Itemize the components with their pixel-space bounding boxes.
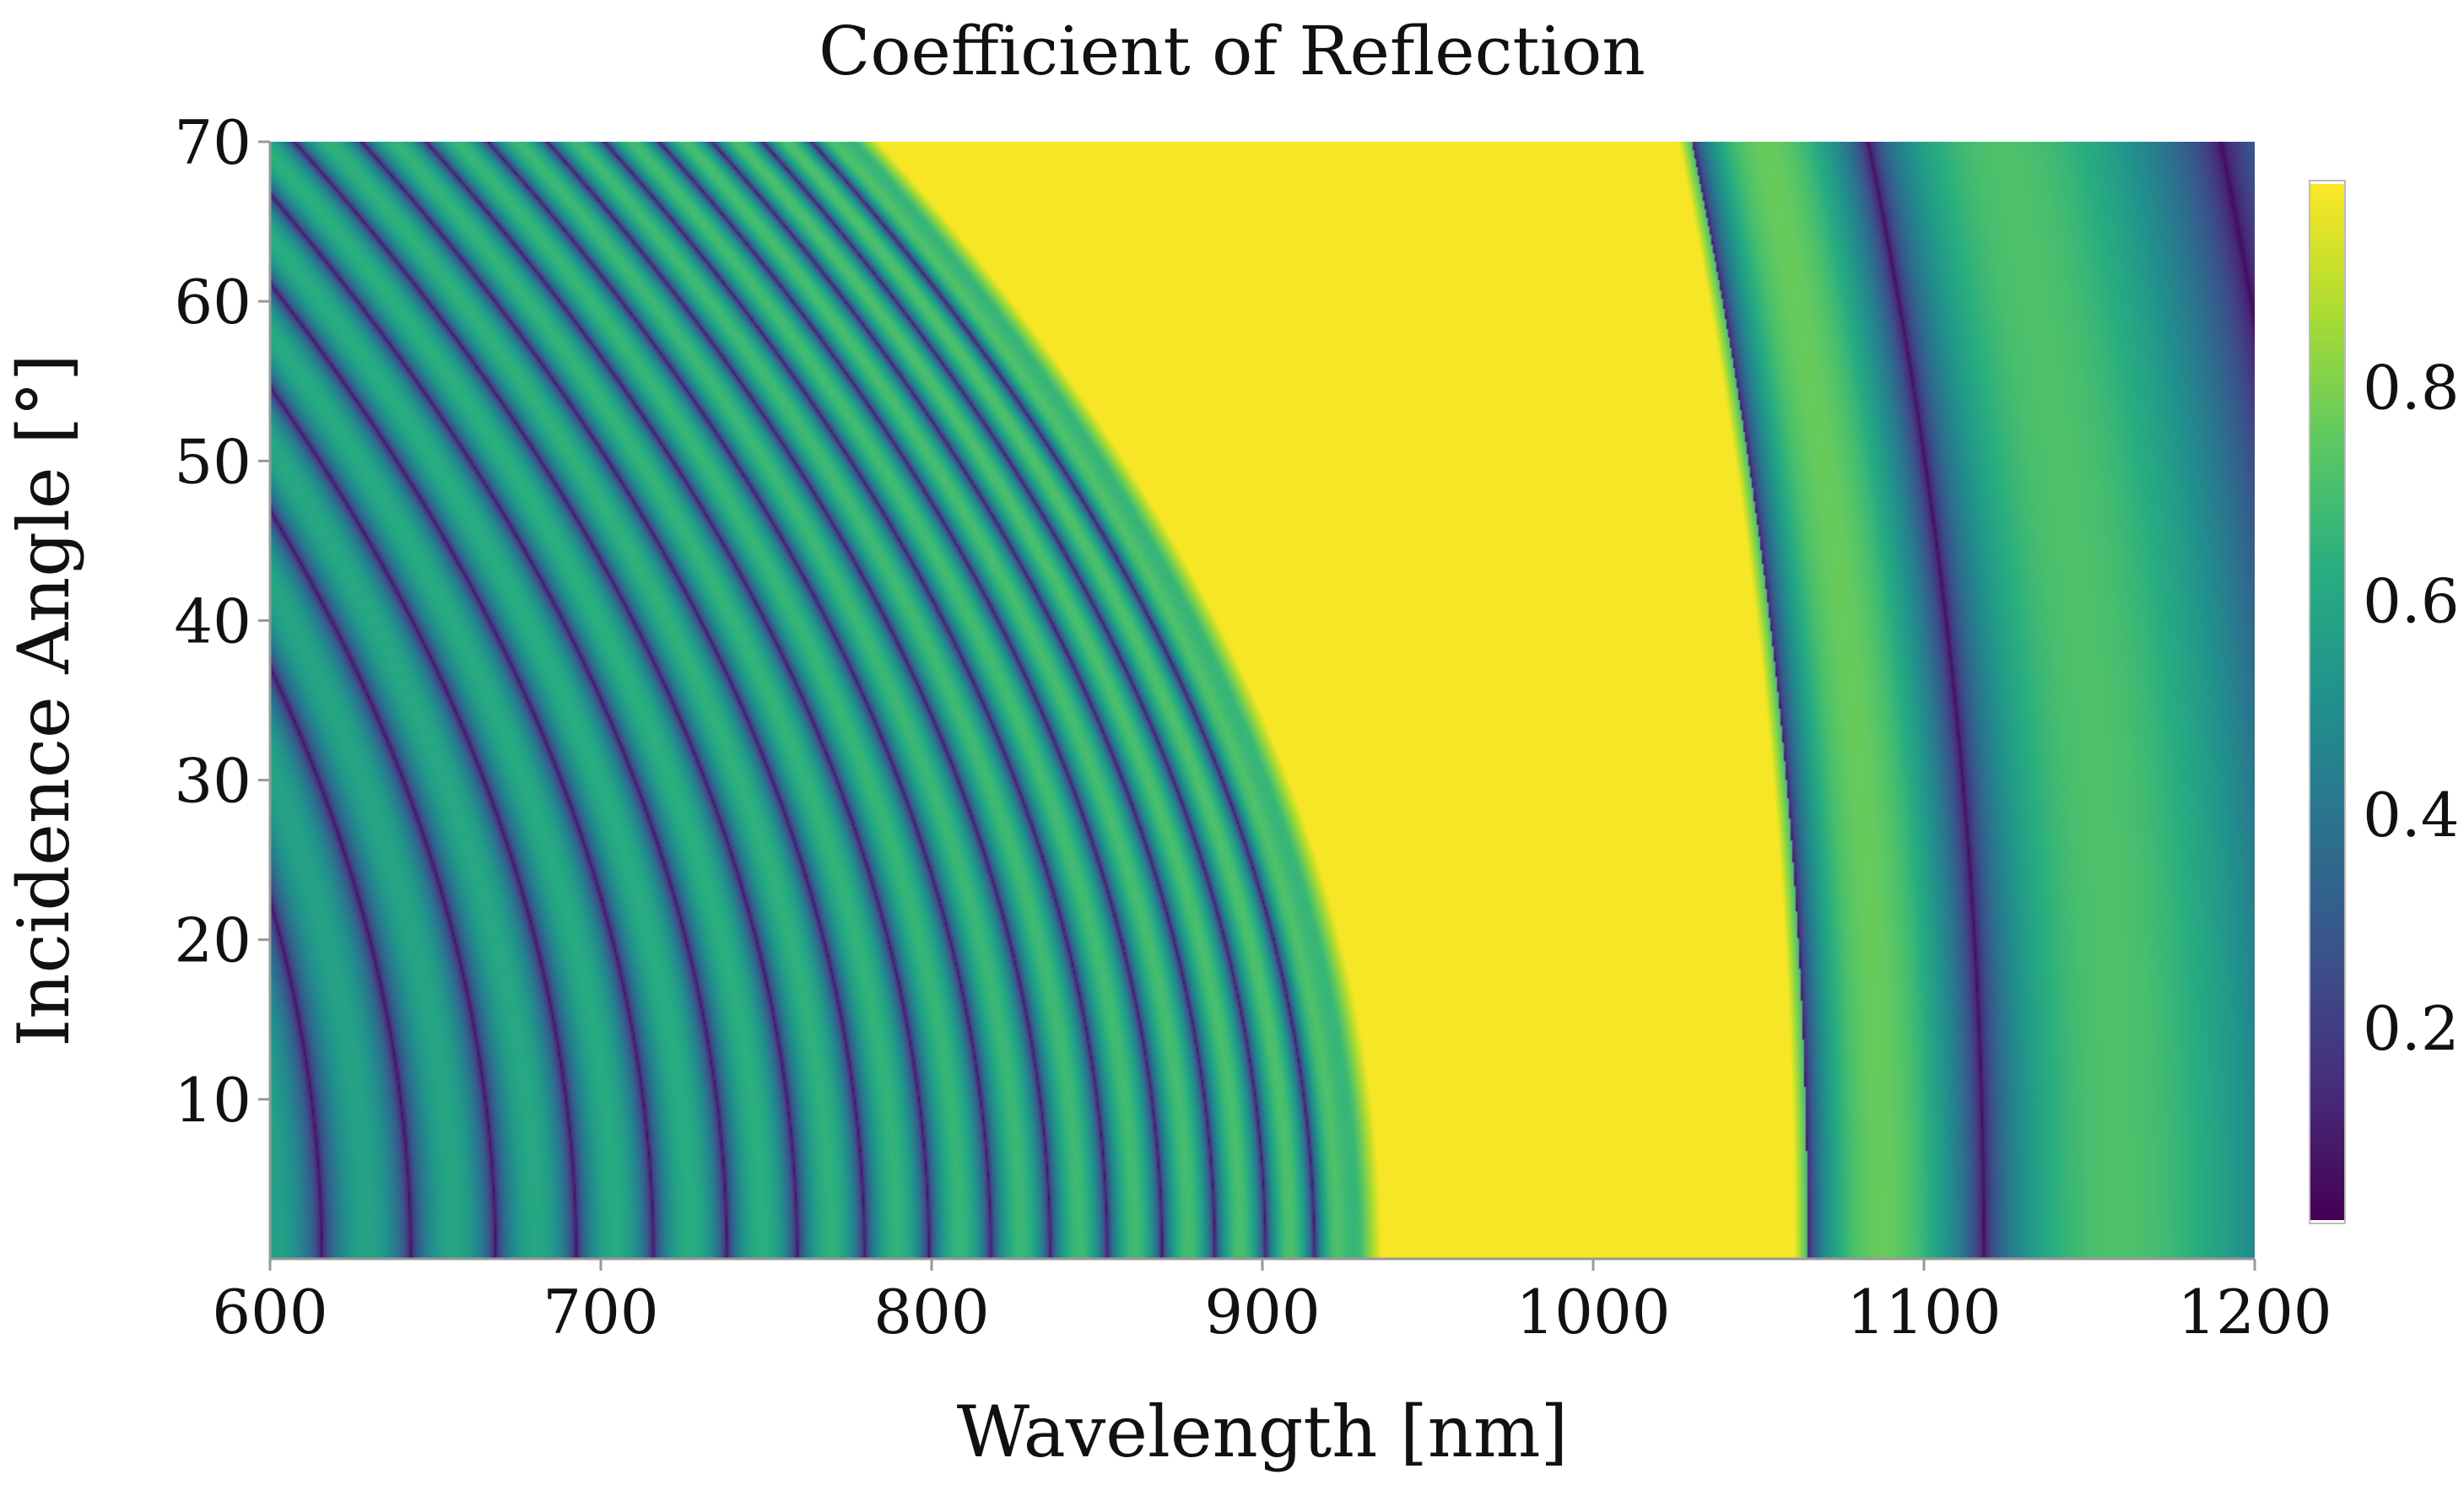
x-tick-label: 1200: [2177, 1277, 2332, 1347]
x-tick-label: 1000: [1516, 1277, 1670, 1347]
y-tick-label: 30: [174, 746, 251, 817]
y-tick-label: 40: [174, 586, 251, 656]
reflection-heatmap: [270, 142, 2255, 1259]
y-tick-label: 50: [174, 426, 251, 497]
y-axis-label: Incidence Angle [°]: [3, 354, 85, 1047]
chart-title: Coefficient of Reflection: [819, 12, 1645, 90]
y-tick-label: 10: [174, 1065, 251, 1136]
x-tick-label: 900: [1204, 1277, 1320, 1347]
y-tick-label: 20: [174, 905, 251, 976]
colorbar-tick-label: 0.6: [2363, 566, 2460, 637]
y-tick-label: 70: [174, 107, 251, 178]
x-axis-label: Wavelength [nm]: [956, 1390, 1569, 1473]
y-tick-label: 60: [174, 267, 251, 338]
colorbar-gradient: [2310, 184, 2344, 1220]
colorbar-frame: [2309, 180, 2346, 1224]
colorbar-tick-label: 0.4: [2363, 780, 2460, 850]
x-tick-label: 700: [543, 1277, 658, 1347]
colorbar-tick-label: 0.2: [2363, 993, 2460, 1064]
x-tick-label: 1100: [1846, 1277, 2001, 1347]
x-tick-label: 600: [212, 1277, 327, 1347]
colorbar-tick-label: 0.8: [2363, 353, 2460, 424]
x-tick-label: 800: [873, 1277, 989, 1347]
